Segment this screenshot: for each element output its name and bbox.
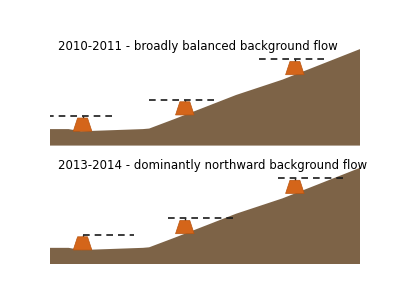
Polygon shape <box>73 237 92 250</box>
Polygon shape <box>176 102 194 115</box>
Polygon shape <box>176 220 194 234</box>
Text: 2013-2014 - dominantly northward background flow: 2013-2014 - dominantly northward backgro… <box>58 159 367 172</box>
Text: 2010-2011 - broadly balanced background flow: 2010-2011 - broadly balanced background … <box>58 40 338 53</box>
Polygon shape <box>50 47 366 146</box>
Polygon shape <box>286 180 304 193</box>
Polygon shape <box>50 165 366 264</box>
Polygon shape <box>73 118 92 131</box>
Polygon shape <box>286 61 304 75</box>
